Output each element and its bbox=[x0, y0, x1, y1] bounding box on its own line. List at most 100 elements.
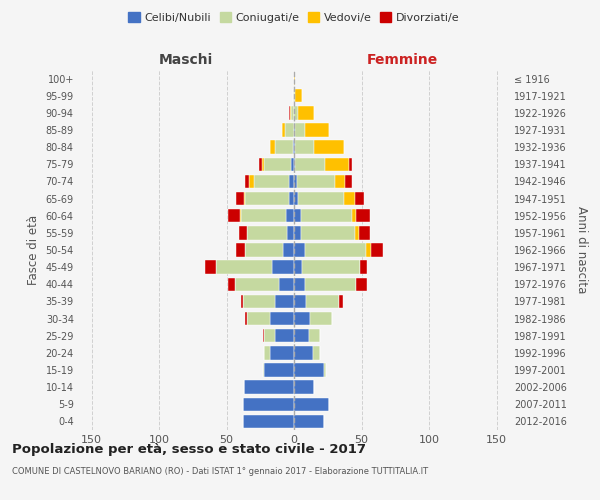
Bar bbox=[290, 106, 292, 120]
Bar bbox=[295, 124, 305, 136]
Bar bbox=[305, 124, 329, 136]
Bar bbox=[215, 260, 272, 274]
Bar bbox=[324, 364, 326, 376]
Bar bbox=[355, 192, 364, 205]
Bar bbox=[294, 260, 302, 274]
Bar bbox=[294, 89, 295, 102]
Text: Maschi: Maschi bbox=[159, 52, 213, 66]
Bar bbox=[298, 106, 314, 120]
Bar bbox=[294, 124, 295, 136]
Bar bbox=[294, 106, 298, 120]
Bar bbox=[294, 192, 298, 205]
Bar bbox=[356, 209, 370, 222]
Bar bbox=[242, 398, 294, 411]
Bar bbox=[272, 260, 294, 274]
Bar bbox=[287, 226, 294, 239]
Bar bbox=[282, 124, 284, 136]
Bar bbox=[289, 192, 294, 205]
Bar bbox=[270, 140, 275, 154]
Bar bbox=[293, 140, 294, 154]
Legend: Celibi/Nubili, Coniugati/e, Vedovi/e, Divorziati/e: Celibi/Nubili, Coniugati/e, Vedovi/e, Di… bbox=[124, 8, 464, 28]
Bar bbox=[371, 244, 383, 256]
Bar bbox=[243, 294, 275, 308]
Bar bbox=[294, 364, 324, 376]
Bar bbox=[294, 278, 305, 291]
Bar bbox=[205, 260, 216, 274]
Bar bbox=[263, 364, 265, 376]
Bar bbox=[338, 294, 343, 308]
Y-axis label: Anni di nascita: Anni di nascita bbox=[575, 206, 588, 294]
Bar bbox=[244, 380, 294, 394]
Bar bbox=[294, 329, 309, 342]
Bar bbox=[265, 329, 275, 342]
Bar bbox=[294, 174, 296, 188]
Bar bbox=[270, 346, 294, 360]
Bar bbox=[289, 106, 290, 120]
Bar bbox=[360, 260, 367, 274]
Bar bbox=[294, 226, 301, 239]
Bar bbox=[242, 414, 294, 428]
Bar bbox=[245, 312, 247, 326]
Bar bbox=[241, 209, 286, 222]
Bar bbox=[250, 174, 254, 188]
Bar bbox=[247, 312, 270, 326]
Bar bbox=[235, 278, 279, 291]
Bar bbox=[310, 312, 332, 326]
Text: Femmine: Femmine bbox=[367, 52, 437, 66]
Bar bbox=[294, 380, 314, 394]
Bar bbox=[325, 158, 349, 171]
Bar bbox=[236, 192, 244, 205]
Bar bbox=[309, 329, 320, 342]
Bar bbox=[305, 244, 365, 256]
Bar bbox=[302, 260, 360, 274]
Bar bbox=[301, 226, 355, 239]
Bar bbox=[313, 346, 320, 360]
Bar bbox=[275, 294, 294, 308]
Bar bbox=[289, 174, 294, 188]
Bar bbox=[294, 209, 301, 222]
Bar bbox=[365, 244, 371, 256]
Bar bbox=[254, 174, 289, 188]
Bar bbox=[228, 209, 240, 222]
Bar bbox=[292, 158, 294, 171]
Bar bbox=[301, 209, 352, 222]
Text: COMUNE DI CASTELNOVO BARIANO (RO) - Dati ISTAT 1° gennaio 2017 - Elaborazione TU: COMUNE DI CASTELNOVO BARIANO (RO) - Dati… bbox=[12, 468, 428, 476]
Bar bbox=[286, 209, 294, 222]
Bar bbox=[283, 244, 294, 256]
Bar bbox=[236, 244, 245, 256]
Bar bbox=[265, 158, 292, 171]
Bar bbox=[245, 244, 283, 256]
Bar bbox=[294, 398, 329, 411]
Bar bbox=[275, 329, 294, 342]
Bar bbox=[259, 158, 262, 171]
Bar bbox=[284, 124, 294, 136]
Bar bbox=[356, 278, 367, 291]
Bar bbox=[240, 209, 241, 222]
Bar bbox=[294, 414, 324, 428]
Bar bbox=[355, 226, 359, 239]
Bar bbox=[244, 192, 245, 205]
Bar bbox=[314, 140, 344, 154]
Bar bbox=[262, 158, 265, 171]
Bar bbox=[352, 209, 356, 222]
Bar bbox=[295, 89, 302, 102]
Bar bbox=[265, 346, 270, 360]
Bar bbox=[295, 158, 325, 171]
Bar bbox=[349, 158, 352, 171]
Bar bbox=[228, 278, 235, 291]
Bar bbox=[346, 174, 352, 188]
Text: Popolazione per età, sesso e stato civile - 2017: Popolazione per età, sesso e stato civil… bbox=[12, 442, 366, 456]
Bar bbox=[293, 89, 294, 102]
Bar bbox=[275, 140, 293, 154]
Bar bbox=[298, 192, 344, 205]
Bar bbox=[279, 278, 294, 291]
Bar bbox=[294, 140, 295, 154]
Bar bbox=[295, 140, 314, 154]
Bar bbox=[245, 192, 289, 205]
Bar bbox=[359, 226, 370, 239]
Bar bbox=[294, 158, 295, 171]
Y-axis label: Fasce di età: Fasce di età bbox=[27, 215, 40, 285]
Bar bbox=[344, 192, 355, 205]
Bar bbox=[294, 312, 310, 326]
Bar bbox=[294, 346, 313, 360]
